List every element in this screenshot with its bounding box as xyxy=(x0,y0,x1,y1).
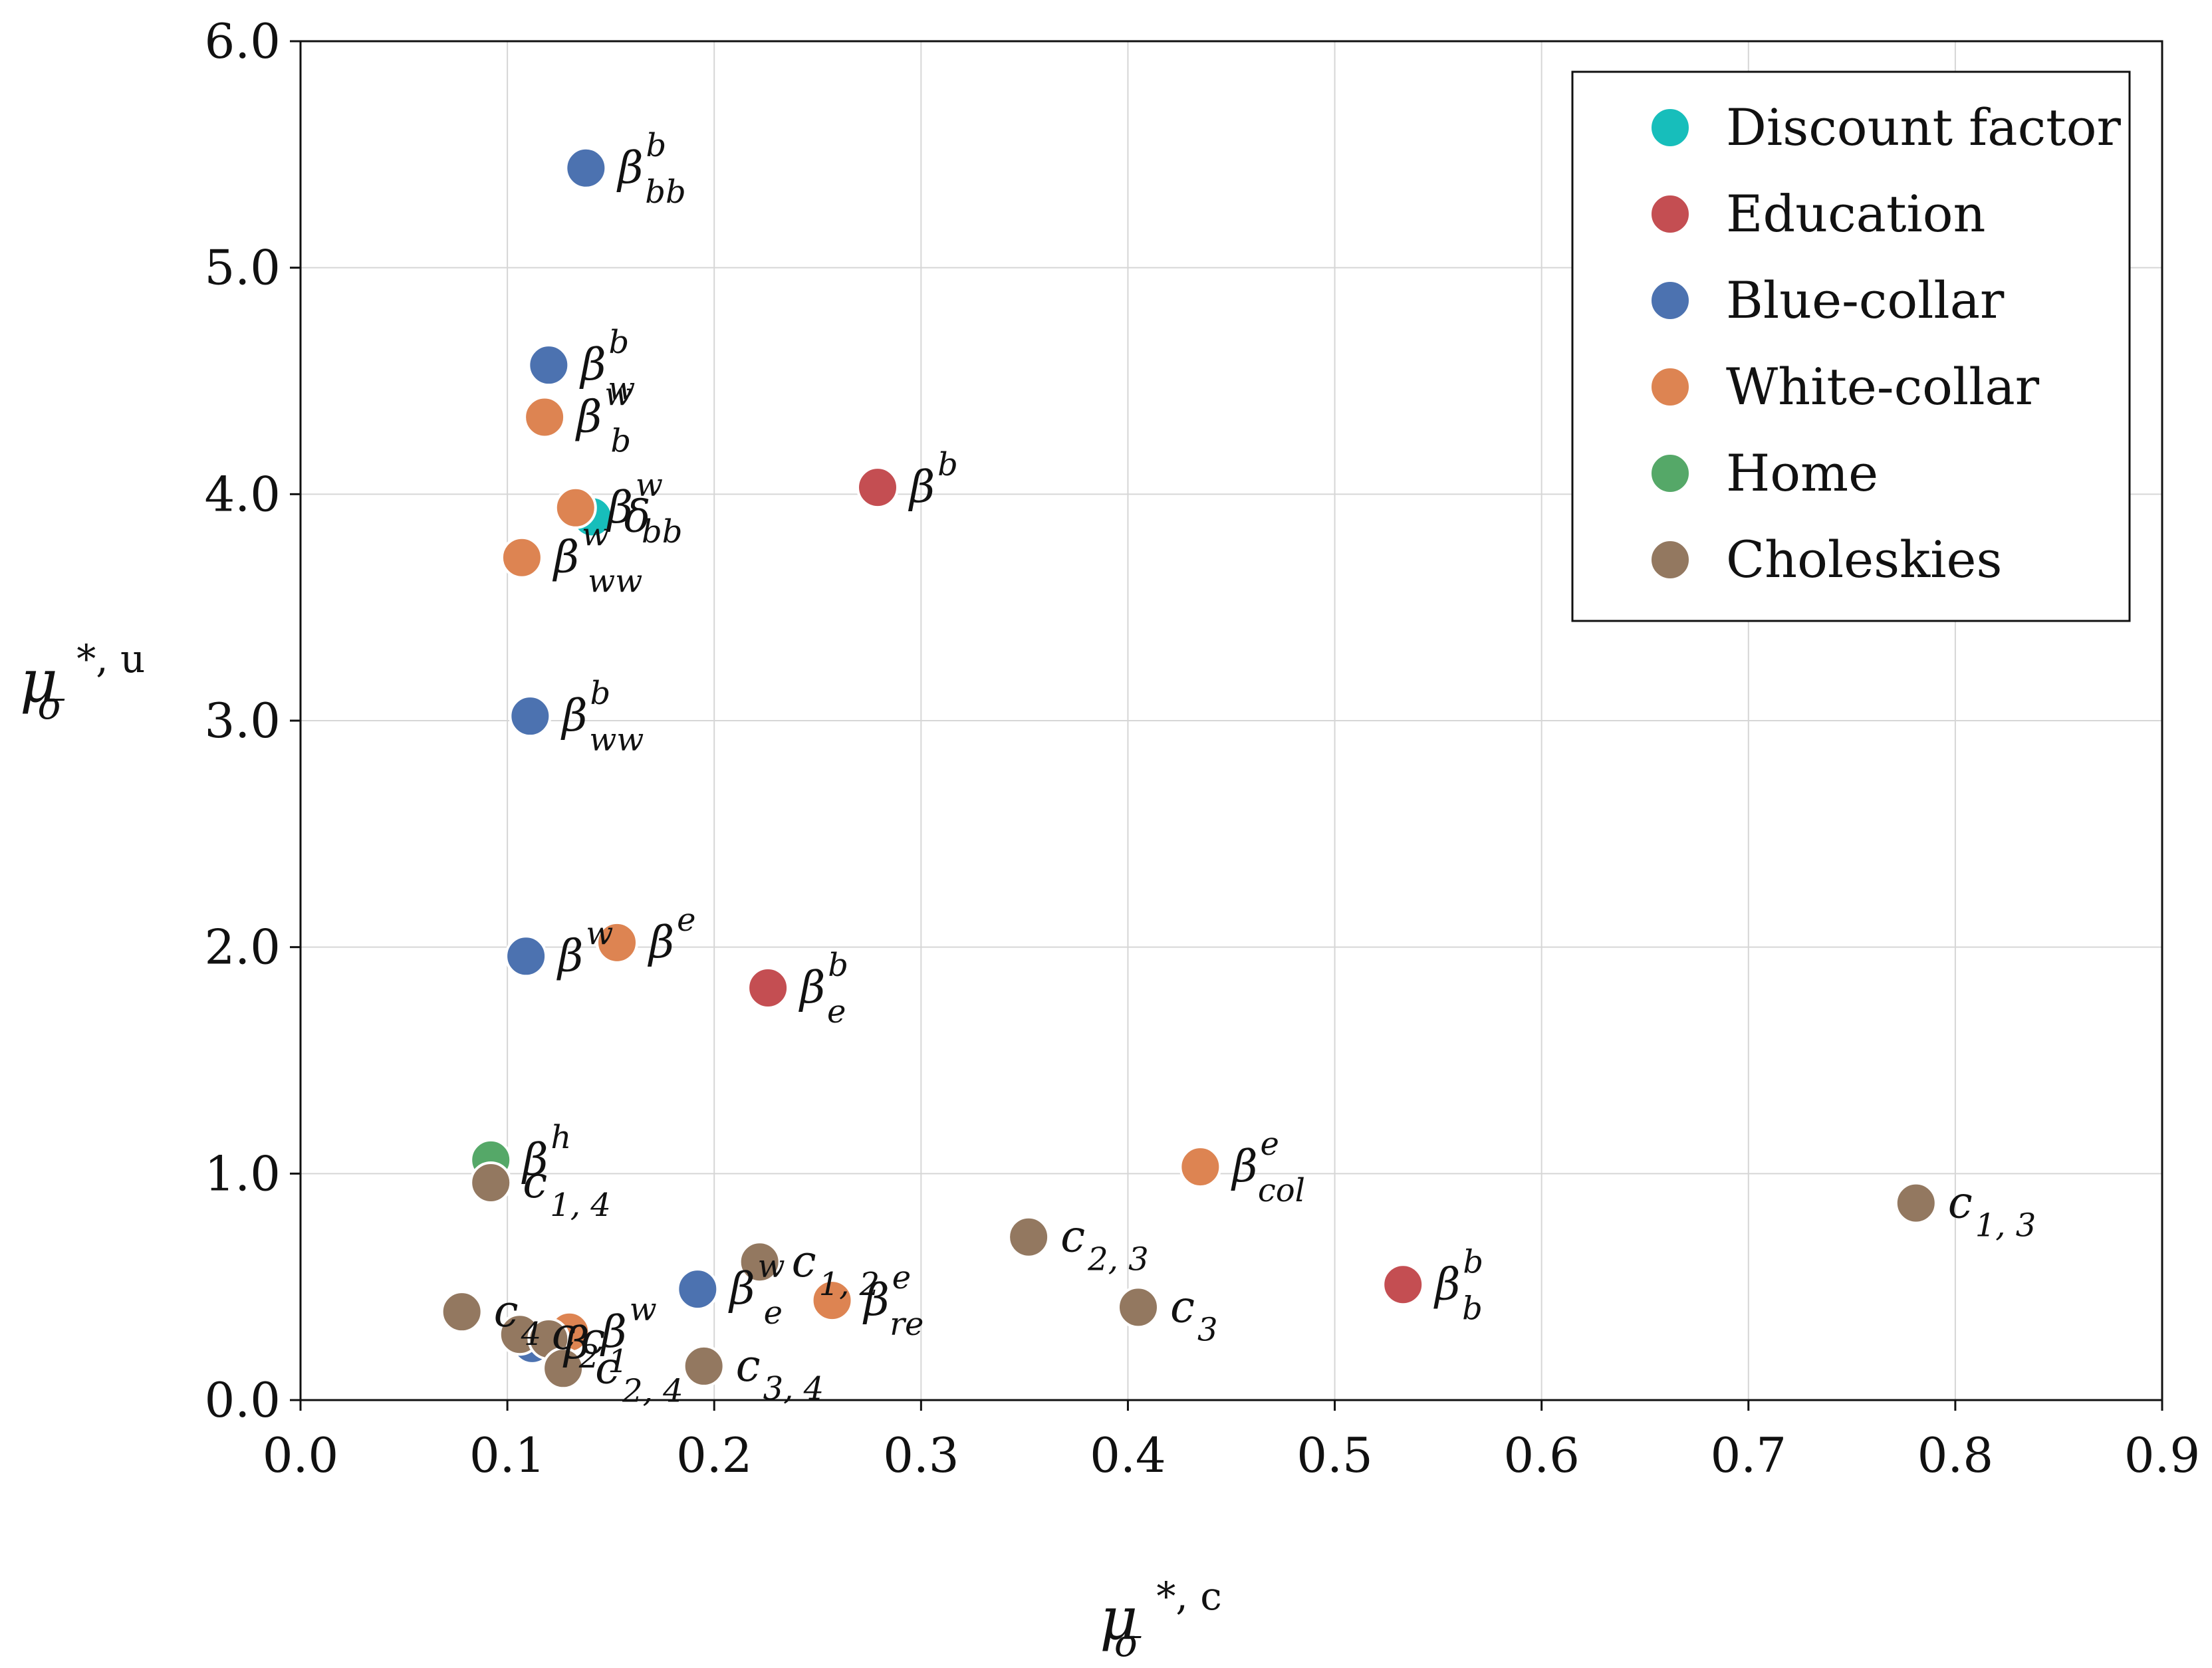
y-tick-label: 2.0 xyxy=(204,919,281,975)
y-tick-label: 5.0 xyxy=(204,240,281,296)
scatter-point xyxy=(738,1241,781,1284)
point-label: βw e xyxy=(727,1248,785,1332)
scatter-point xyxy=(1894,1181,1937,1225)
point-label: c3, 4 xyxy=(736,1340,824,1407)
scatter-point xyxy=(1179,1145,1222,1189)
point-label: βw ww xyxy=(552,517,642,600)
legend-label: Discount factor xyxy=(1726,98,2121,157)
x-axis-label-sub: σ xyxy=(1114,1620,1142,1665)
legend-marker xyxy=(1649,279,1691,322)
legend-marker xyxy=(1649,193,1691,235)
legend-box xyxy=(1571,70,2131,622)
x-tick-label: 0.9 xyxy=(2124,1427,2201,1483)
legend-label: Education xyxy=(1726,184,1986,243)
point-label: βe xyxy=(647,901,696,968)
point-label: βb bb xyxy=(616,127,685,211)
point-label: βb b xyxy=(1433,1243,1483,1327)
scatter-point xyxy=(527,344,570,387)
x-tick-label: 0.5 xyxy=(1296,1427,1373,1483)
legend-label: Blue-collar xyxy=(1726,271,2005,330)
point-label: βw bb xyxy=(606,467,683,550)
point-label: βb ww xyxy=(560,675,644,759)
point-label: c3 xyxy=(1170,1281,1218,1348)
point-label: βw xyxy=(599,1291,656,1358)
scatter-point xyxy=(509,695,552,738)
legend: Discount factor Education Blue-collar White… xyxy=(1571,70,2131,622)
scatter-point xyxy=(542,1347,585,1390)
scatter-point xyxy=(682,1344,725,1387)
scatter-point xyxy=(596,921,638,964)
y-axis-label: μ *, u σ xyxy=(20,618,164,728)
point-label: βb e xyxy=(798,947,848,1030)
point-label: βb xyxy=(908,446,958,513)
scatter-point xyxy=(1007,1215,1050,1258)
x-tick-label: 0.6 xyxy=(1503,1427,1580,1483)
legend-marker xyxy=(1649,106,1691,149)
point-label: c1, 2 xyxy=(792,1236,880,1303)
x-tick-label: 0.3 xyxy=(883,1427,959,1483)
point-label: c2, 3 xyxy=(1060,1211,1149,1278)
x-axis-label: μ *, c σ xyxy=(1100,1555,1241,1665)
data-points xyxy=(440,146,1937,1390)
scatter-point xyxy=(676,1268,719,1311)
scatter-point xyxy=(856,466,899,509)
point-label: βh xyxy=(521,1119,571,1185)
legend-label: White-collar xyxy=(1726,357,2040,416)
scatter-point xyxy=(554,486,597,529)
legend-marker xyxy=(1649,538,1691,581)
point-label: c1, 3 xyxy=(1948,1177,2036,1245)
scatter-point xyxy=(1382,1263,1425,1306)
scatter-point xyxy=(440,1290,483,1334)
scatter-point xyxy=(505,935,548,978)
legend-marker xyxy=(1649,366,1691,408)
point-label: βw xyxy=(556,915,613,981)
scatter-point xyxy=(810,1279,854,1322)
scatter-point xyxy=(564,146,608,189)
scatter-point xyxy=(747,966,790,1009)
legend-label: Choleskies xyxy=(1726,530,2002,589)
point-label: c1 xyxy=(580,1313,628,1380)
point-label: c4 xyxy=(494,1286,542,1353)
x-tick-label: 0.2 xyxy=(676,1427,753,1483)
y-axis-label-sub: σ xyxy=(37,683,64,728)
point-label: β xyxy=(562,1318,589,1369)
legend-label: Home xyxy=(1726,443,1878,503)
x-tick-label: 0.7 xyxy=(1711,1427,1787,1483)
point-label: c2 xyxy=(552,1308,600,1375)
y-tick-label: 1.0 xyxy=(204,1145,281,1201)
x-axis-label-base: μ xyxy=(1100,1584,1138,1653)
x-tick-label: 0.1 xyxy=(469,1427,546,1483)
y-axis-label-base: μ xyxy=(20,647,58,715)
point-label: δ xyxy=(624,491,651,542)
y-tick-label: 6.0 xyxy=(204,13,281,69)
y-tick-label: 0.0 xyxy=(204,1372,281,1428)
point-label: βe col xyxy=(1230,1126,1305,1209)
legend-marker xyxy=(1649,452,1691,495)
point-label: βe re xyxy=(862,1259,924,1343)
x-tick-label: 0.0 xyxy=(263,1427,339,1483)
x-tick-label: 0.4 xyxy=(1090,1427,1166,1483)
x-tick-label: 0.8 xyxy=(1917,1427,1994,1483)
y-tick-label: 4.0 xyxy=(204,466,281,522)
scatter-point xyxy=(469,1161,513,1204)
point-label: βb w xyxy=(578,324,635,408)
scatter-point xyxy=(500,536,543,579)
axis-ticks: 0.0 0.1 0.2 0.3 0.4 0.5 0.6 0.7 0.8 0.9 0.0 1.0 2.0 3… xyxy=(204,13,2200,1483)
point-label: βw b xyxy=(574,376,632,460)
scatter-point xyxy=(523,396,566,439)
x-axis-label-sup: *, c xyxy=(1156,1574,1221,1619)
scatter-point xyxy=(1117,1286,1160,1329)
point-label: c1, 4 xyxy=(523,1157,611,1224)
y-axis-label-sup: *, u xyxy=(76,636,145,681)
point-label: c2, 4 xyxy=(595,1342,683,1409)
y-tick-label: 3.0 xyxy=(204,693,281,749)
